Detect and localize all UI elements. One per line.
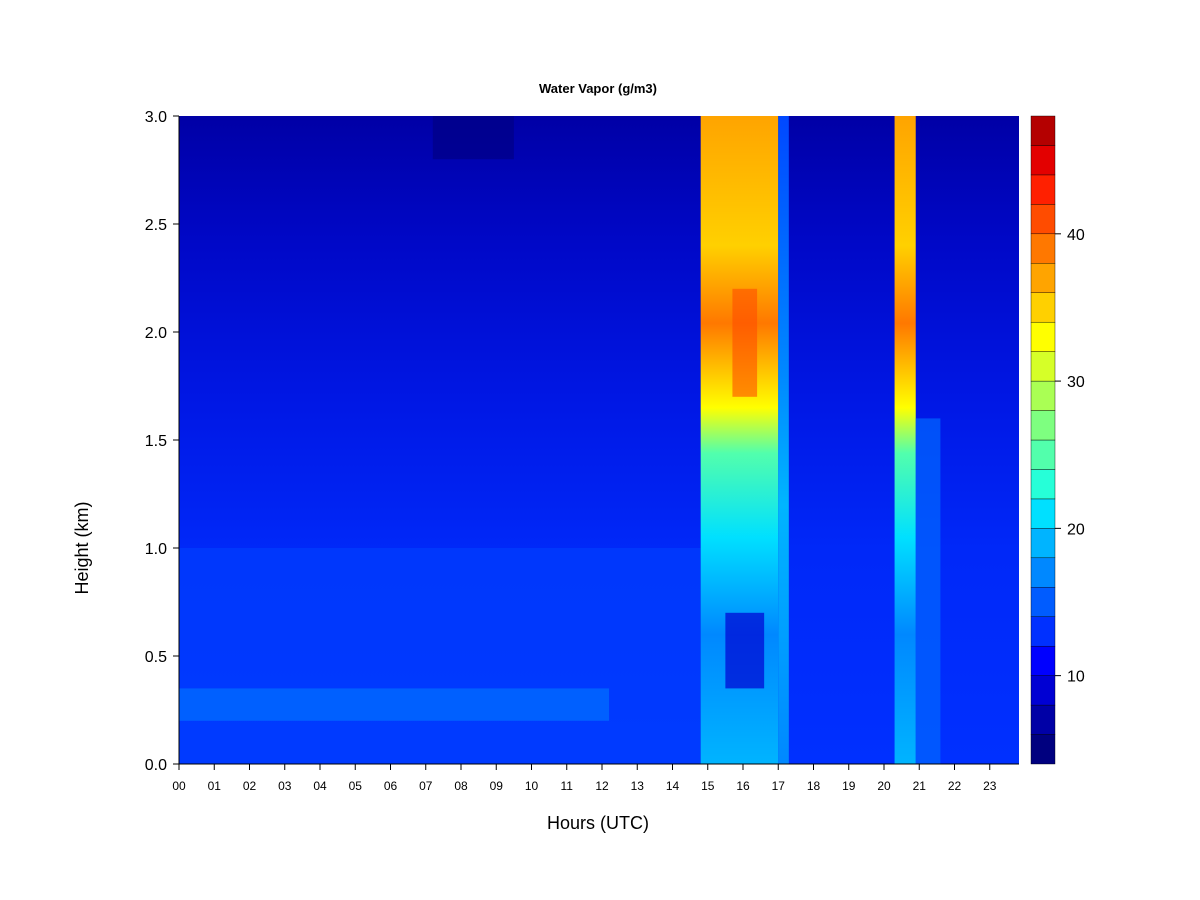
x-tick-label: 20 [877, 779, 891, 793]
x-tick-label: 18 [807, 779, 821, 793]
x-tick-label: 12 [595, 779, 609, 793]
x-tick-label: 00 [172, 779, 186, 793]
colorbar-swatch [1030, 469, 1056, 500]
y-tick-label: 2.5 [145, 217, 167, 234]
x-tick-label: 22 [948, 779, 962, 793]
colorbar-swatch [1030, 734, 1056, 765]
x-tick-label: 07 [419, 779, 433, 793]
colorbar-swatch [1030, 115, 1056, 146]
x-tick-label: 09 [490, 779, 504, 793]
heatmap-plot-area [179, 116, 1019, 764]
colorbar: 10 20 30 40 [1030, 115, 1085, 765]
x-tick-label: 02 [243, 779, 257, 793]
x-tick-label: 14 [666, 779, 680, 793]
colorbar-swatch [1030, 292, 1056, 323]
x-tick-label: 15 [701, 779, 715, 793]
x-tick-label: 05 [349, 779, 363, 793]
x-tick-label: 17 [772, 779, 786, 793]
colorbar-swatch [1030, 174, 1056, 205]
colorbar-swatch [1030, 410, 1056, 441]
colorbar-swatch [1030, 645, 1056, 676]
y-tick-label: 2.0 [145, 325, 167, 342]
colorbar-swatch [1030, 439, 1056, 470]
heatmap-plume-20-21 [894, 116, 916, 764]
x-tick-label: 01 [208, 779, 222, 793]
colorbar-swatch [1030, 321, 1056, 352]
colorbar-swatch [1030, 498, 1056, 529]
colorbar-swatch [1030, 351, 1056, 382]
x-tick-label: 13 [631, 779, 645, 793]
colorbar-tick-label: 40 [1067, 227, 1085, 244]
colorbar-swatch [1030, 380, 1056, 411]
heatmap-plume-core [732, 288, 758, 397]
y-tick-label: 0.5 [145, 649, 167, 666]
x-tick-label: 23 [983, 779, 997, 793]
y-tick-label: 1.5 [145, 433, 167, 450]
x-tick-label: 10 [525, 779, 539, 793]
x-axis: 00 01 02 03 04 05 06 07 08 09 10 11 12 13 14 15 16 17 18 19… [172, 763, 1019, 793]
heatmap-dry-pocket [432, 116, 514, 160]
colorbar-swatch [1030, 263, 1056, 293]
colorbar-swatch [1030, 233, 1056, 264]
colorbar-swatch [1030, 145, 1056, 176]
y-tick-label: 1.0 [145, 541, 167, 558]
chart-title: Water Vapor (g/m3) [539, 81, 657, 96]
x-tick-label: 03 [278, 779, 292, 793]
colorbar-swatch [1030, 587, 1056, 617]
y-tick-label: 0.0 [145, 757, 167, 774]
colorbar-tick-label: 30 [1067, 374, 1085, 391]
heatmap-low-layer [179, 548, 701, 764]
colorbar-swatch [1030, 204, 1056, 235]
x-tick-label: 11 [561, 779, 574, 793]
x-tick-label: 04 [313, 779, 327, 793]
y-axis: 0.0 0.5 1.0 1.5 2.0 2.5 3.0 [145, 109, 180, 774]
y-axis-label: Height (km) [72, 501, 92, 594]
colorbar-swatch [1030, 557, 1056, 588]
x-tick-label: 21 [913, 779, 927, 793]
heatmap-plume-edge [778, 116, 789, 764]
colorbar-swatch [1030, 675, 1056, 706]
colorbar-tick-label: 20 [1067, 521, 1085, 538]
heatmap-surface-band [179, 688, 610, 721]
x-tick-label: 06 [384, 779, 398, 793]
colorbar-swatch [1030, 616, 1056, 647]
x-axis-label: Hours (UTC) [547, 813, 649, 833]
x-tick-label: 16 [736, 779, 750, 793]
x-tick-label: 08 [454, 779, 468, 793]
y-tick-label: 3.0 [145, 109, 167, 126]
colorbar-tick-label: 10 [1067, 669, 1085, 686]
heatmap-plume-gap [725, 612, 765, 689]
heatmap-plume-21-edge [915, 418, 941, 764]
x-tick-label: 19 [842, 779, 856, 793]
colorbar-swatch [1030, 528, 1056, 559]
colorbar-swatch [1030, 704, 1056, 735]
